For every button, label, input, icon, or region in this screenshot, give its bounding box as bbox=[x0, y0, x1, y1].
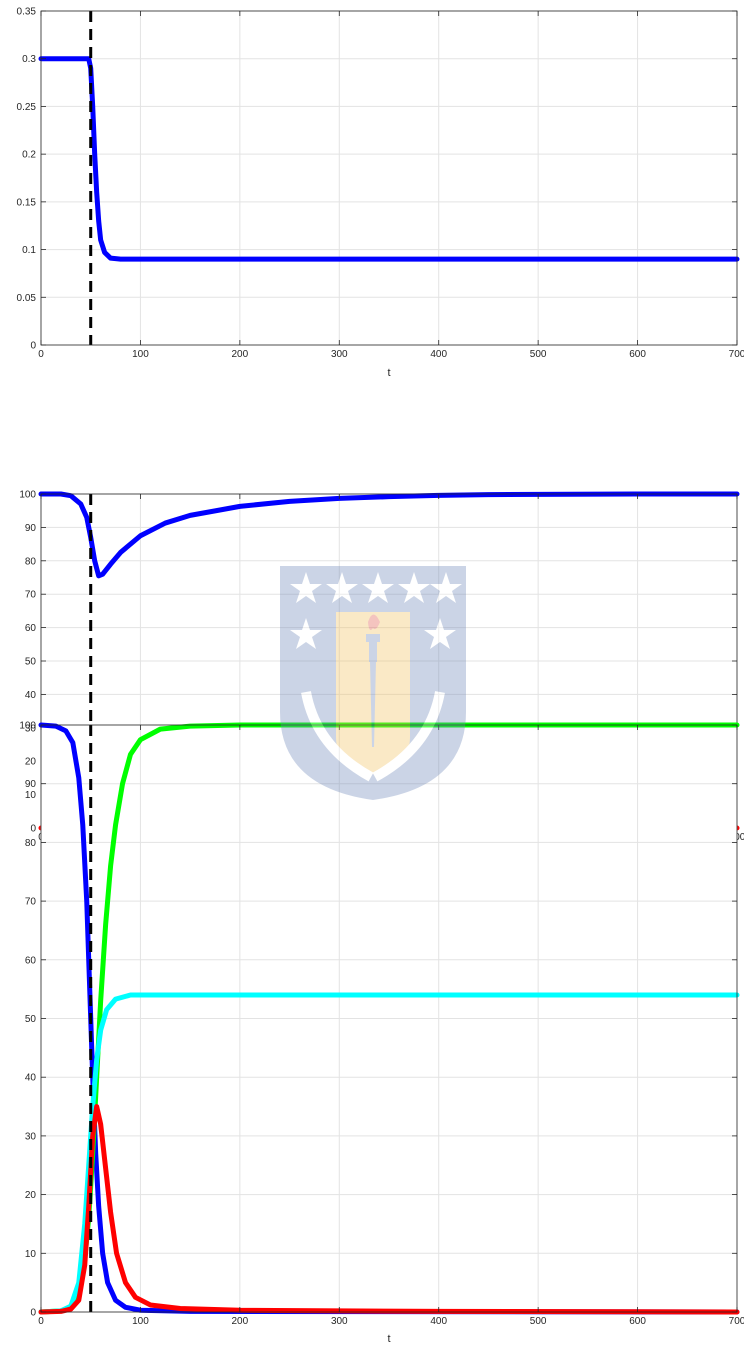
x-tick-label: 600 bbox=[629, 349, 646, 360]
y-tick-label: 0.35 bbox=[17, 7, 37, 18]
y-tick-label: 0 bbox=[30, 824, 36, 835]
series-line-3 bbox=[38, 1104, 740, 1315]
x-tick-label: 0 bbox=[38, 1316, 44, 1327]
x-tick-label: 400 bbox=[430, 349, 447, 360]
y-tick-label: 30 bbox=[25, 723, 37, 734]
x-tick-label: 500 bbox=[530, 1316, 547, 1327]
series-line-0 bbox=[38, 491, 740, 579]
y-tick-label: 0 bbox=[30, 1308, 36, 1319]
y-tick-label: 50 bbox=[25, 1014, 37, 1025]
x-axis-label: t bbox=[387, 1333, 390, 1345]
x-axis-label: t bbox=[387, 367, 390, 379]
y-tick-label: 90 bbox=[25, 779, 37, 790]
x-tick-label: 200 bbox=[232, 1316, 249, 1327]
y-tick-label: 40 bbox=[25, 690, 37, 701]
x-tick-label: 600 bbox=[629, 1316, 646, 1327]
y-tick-label: 80 bbox=[25, 838, 37, 849]
x-tick-label: 300 bbox=[331, 1316, 348, 1327]
chart-bottom-populations: 0 100 200 300 400 500 600 700010203040506070809… bbox=[19, 721, 744, 1346]
y-tick-label: 10 bbox=[25, 790, 37, 801]
x-tick-label: 100 bbox=[132, 349, 149, 360]
y-tick-label: 30 bbox=[25, 1131, 37, 1142]
y-tick-label: 70 bbox=[25, 897, 37, 908]
y-tick-label: 100 bbox=[19, 490, 36, 501]
y-tick-label: 0.2 bbox=[22, 150, 36, 161]
x-tick-label: 200 bbox=[232, 349, 249, 360]
x-tick-label: 700 bbox=[729, 1316, 744, 1327]
x-tick-label: 500 bbox=[530, 349, 547, 360]
plot-area bbox=[41, 11, 737, 345]
y-tick-label: 50 bbox=[25, 657, 37, 668]
y-tick-label: 60 bbox=[25, 623, 37, 634]
y-tick-label: 80 bbox=[25, 556, 37, 567]
y-tick-label: 20 bbox=[25, 757, 37, 768]
y-tick-label: 20 bbox=[25, 1190, 37, 1201]
y-tick-label: 40 bbox=[25, 1073, 37, 1084]
x-tick-label: 300 bbox=[331, 349, 348, 360]
x-tick-label: 400 bbox=[430, 1316, 447, 1327]
x-tick-label: 100 bbox=[132, 1316, 149, 1327]
y-tick-label: 90 bbox=[25, 523, 37, 534]
y-tick-label: 100 bbox=[19, 721, 36, 732]
y-tick-label: 70 bbox=[25, 590, 37, 601]
y-tick-label: 60 bbox=[25, 955, 37, 966]
axes-box bbox=[40, 10, 738, 346]
y-tick-label: 0.1 bbox=[22, 245, 36, 256]
x-tick-label: 700 bbox=[729, 349, 744, 360]
university-crest-watermark bbox=[280, 566, 466, 800]
y-tick-label: 0.15 bbox=[17, 197, 37, 208]
x-tick-label: 0 bbox=[38, 349, 44, 360]
y-tick-label: 0.05 bbox=[17, 293, 37, 304]
y-tick-label: 10 bbox=[25, 1249, 37, 1260]
y-tick-label: 0.25 bbox=[17, 102, 37, 113]
y-tick-label: 0.3 bbox=[22, 54, 36, 65]
y-tick-label: 0 bbox=[30, 341, 36, 352]
chart-top-rate: 0 100 200 300 400 500 600 700 0 0.05 0.1 0.15 0.2 0.2… bbox=[17, 7, 744, 380]
